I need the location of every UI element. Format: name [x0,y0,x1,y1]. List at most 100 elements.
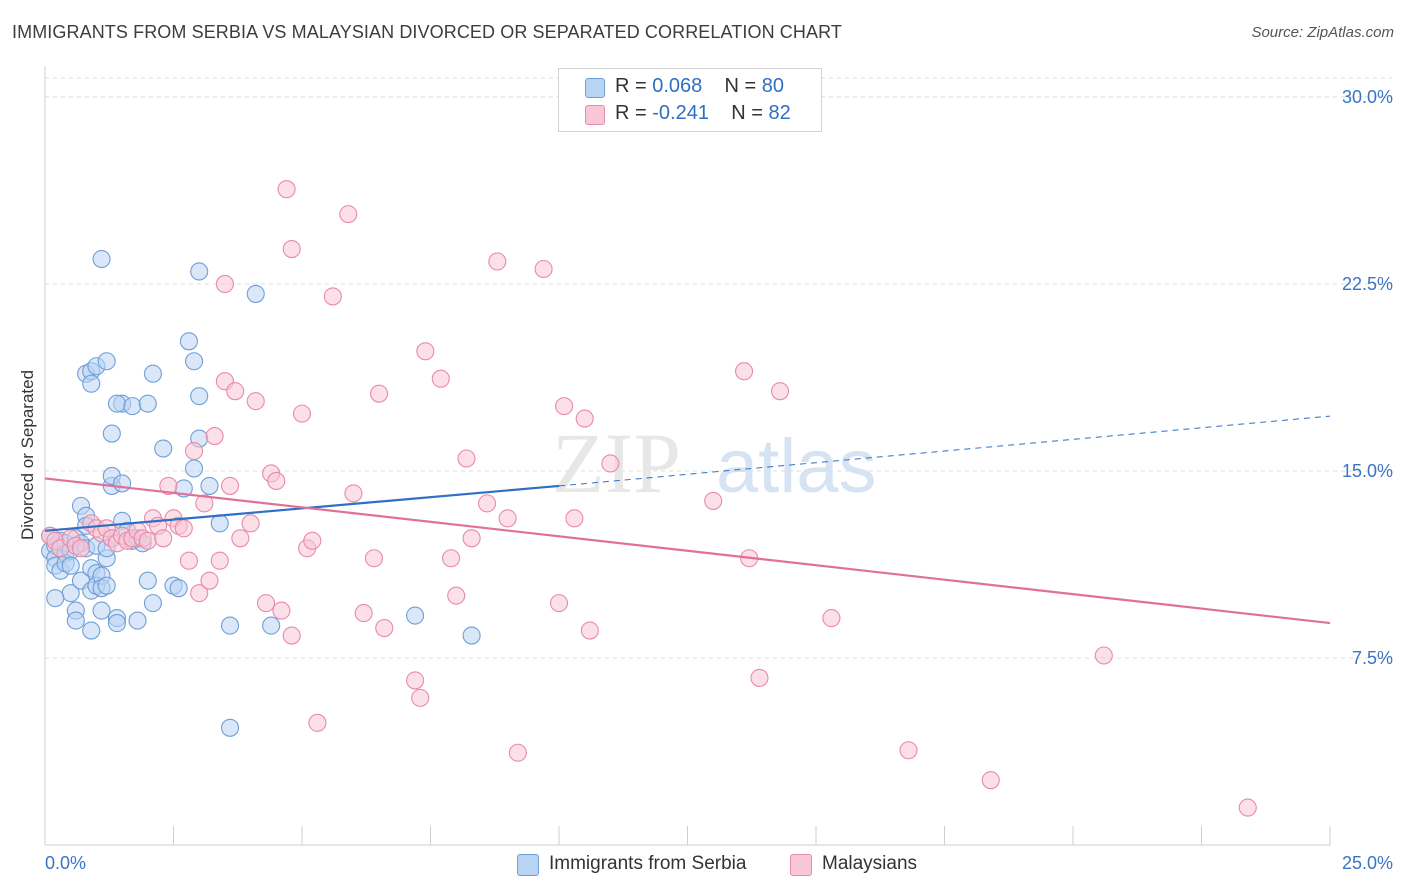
serbia-point [92,601,111,620]
y-tick-label: 15.0% [1342,461,1393,481]
axes [44,66,1331,846]
malaysian-point [457,449,476,468]
serbia-point [169,579,188,598]
serbia-point [138,571,157,590]
malaysian-point [282,626,301,645]
malaysian-point [549,594,569,613]
malaysian-point [822,609,841,628]
malaysian-point [215,274,234,294]
malaysian-point [277,180,296,199]
serbia-point [97,352,116,371]
malaysian-point [272,601,291,620]
malaysian-point [580,621,599,640]
malaysian-point [210,551,229,570]
bottom-legend-label-serbia: Immigrants from Serbia [549,853,747,874]
serbia-point [102,424,121,443]
x-tick-label: 25.0% [1342,853,1393,873]
malaysian-point [565,509,584,528]
malaysian-point [323,287,342,306]
malaysian-point [981,771,1000,790]
correlation-legend: R = 0.068 N = 80 R = -0.241 N = 82 [558,68,822,132]
malaysian-point [442,549,461,568]
malaysian-point [488,252,507,271]
serbia-point [190,387,209,406]
malaysian-point [477,494,497,513]
serbia-point [246,284,265,303]
malaysian-point [508,743,527,762]
malaysian-point [575,409,594,428]
serbia-point [46,589,65,608]
malaysian-point [200,571,219,590]
serbia-point [200,476,219,495]
legend-r-value-malaysians: -0.241 [652,102,709,124]
serbia-point [185,459,204,478]
malaysian-point [1238,798,1257,817]
x-tick-label: 0.0% [45,853,86,873]
legend-swatch-malaysians [585,105,605,125]
bottom-legend-swatch-serbia [517,854,539,876]
malaysian-point [734,362,754,381]
malaysian-point [601,454,620,473]
malaysian-point [267,471,286,490]
y-tick-label: 22.5% [1342,274,1393,294]
malaysian-point [226,382,245,401]
malaysian-point [308,713,327,732]
malaysian-point [770,382,790,401]
serbia-point [179,332,198,351]
serbia-point [262,616,281,635]
malaysian-point [231,529,250,548]
serbia-point [123,397,142,416]
serbia-point [210,514,229,533]
y-tick-label: 7.5% [1352,648,1393,668]
malaysian-point [159,476,178,495]
malaysian-point [190,584,209,603]
malaysian-trend-line [44,477,1331,625]
malaysian-point [256,594,276,613]
serbia-point [66,611,85,630]
serbia-point [143,594,162,613]
bottom-legend-swatch-malaysians [790,854,812,876]
malaysian-point [354,604,373,623]
malaysian-point [246,392,265,411]
malaysian-point [195,494,214,513]
serbia-point [190,262,209,281]
malaysian-point [447,586,466,605]
serbia-point [97,576,116,595]
legend-r-label: R = [615,102,647,124]
axis-labels: 7.5% 15.0% 22.5% 30.0% 0.0% 25.0% Divorced or … [18,87,1393,873]
legend-r-label: R = [615,75,647,97]
malaysian-point [498,509,517,528]
watermark-atlas: atlas [716,424,877,509]
malaysian-point [71,539,91,558]
serbia-point [82,374,101,393]
serbia-trend-extension [558,415,1331,487]
malaysian-point [750,668,769,687]
serbia-point [61,556,80,575]
serbia-point [154,439,173,458]
serbia-point [143,364,162,383]
malaysian-point [364,549,384,568]
malaysian-point [220,476,240,495]
malaysian-point [555,397,574,416]
malaysian-point [704,491,723,510]
legend-swatch-serbia [585,78,605,98]
source-label: Source: ZipAtlas.com [1251,24,1394,41]
serbia-point [107,614,127,633]
serbia-point [185,352,204,371]
malaysian-point [154,529,173,548]
malaysian-point [205,427,224,446]
bottom-legend-label-malaysians: Malaysians [822,853,918,874]
serbia-point [82,621,101,640]
malaysian-point [406,671,425,690]
malaysian-point [431,369,450,388]
grid-lines [45,77,1392,659]
malaysian-point [241,514,260,533]
malaysian-point [138,531,157,550]
legend-n-label: N = [724,75,757,97]
malaysian-point [185,441,204,461]
serbia-point [92,249,111,269]
malaysian-point [303,531,322,550]
malaysian-point [899,741,918,760]
serbia-point [406,606,425,625]
